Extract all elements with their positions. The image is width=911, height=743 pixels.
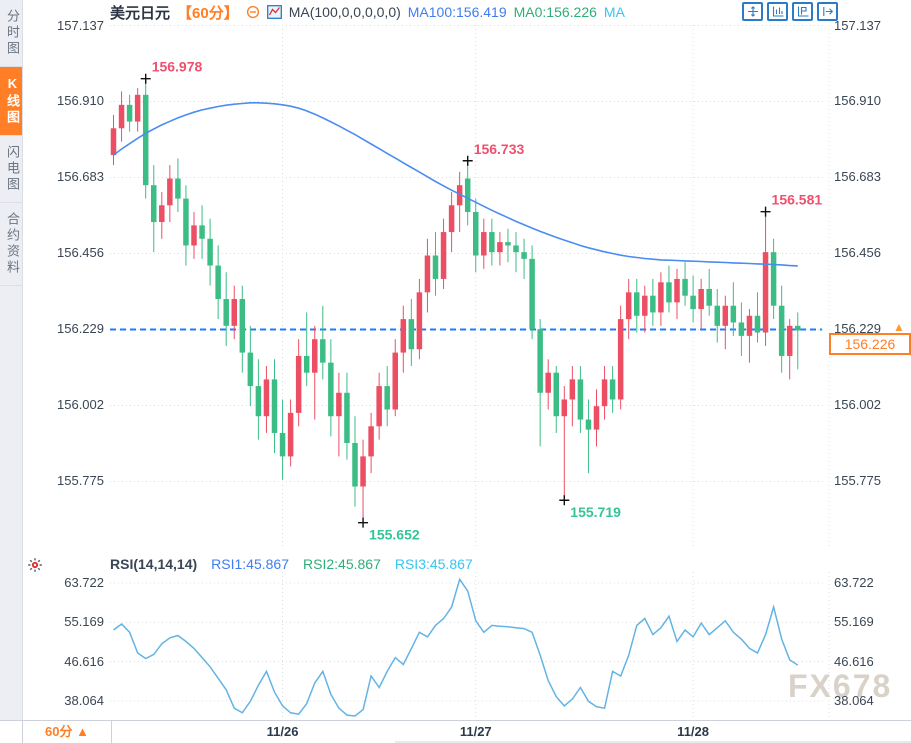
main-y-axis-label: 156.456 — [834, 245, 881, 261]
main-y-axis-label: 156.229 — [834, 321, 881, 337]
rsi-formula-label: RSI(14,14,14) — [110, 556, 198, 572]
sidebar-tab-flash-chart[interactable]: 闪电图 — [0, 136, 22, 203]
chart-header: 美元日元 【60分】 MA(100,0,0,0,0,0) MA100:156.4… — [110, 1, 625, 23]
rsi-y-axis-label: 38.064 — [834, 693, 874, 708]
chart-toolbar — [742, 2, 838, 21]
main-y-axis-label: 155.775 — [834, 473, 881, 489]
x-axis-date-label: 11/27 — [459, 724, 492, 739]
rsi3-value-label: RSI3:45.867 — [394, 556, 473, 572]
move-crosshair-button[interactable] — [742, 2, 763, 21]
ma-formula-label: MA(100,0,0,0,0,0) — [288, 4, 401, 20]
axis-flag-button[interactable] — [792, 2, 813, 21]
fx678-watermark: FX678 — [788, 668, 893, 704]
left-tab-sidebar: 分时图 K线图 闪电图 合约资料 — [0, 0, 23, 720]
collapse-circle-minus-icon[interactable] — [246, 5, 260, 19]
indicator-chart-icon — [266, 5, 282, 19]
svg-text:155.652: 155.652 — [369, 527, 420, 543]
rsi-y-axis-label: 55.169 — [834, 614, 874, 630]
ma-suffix-label: MA — [603, 4, 625, 20]
horizontal-scrollbar[interactable] — [395, 741, 911, 743]
candlestick-chart[interactable]: 156.978 155.652 156.733 155.719 156.581 — [110, 25, 830, 548]
svg-text:156.581: 156.581 — [772, 192, 823, 208]
price-alert-arrow-icon: ▲ — [893, 320, 905, 334]
sidebar-tab-time-chart[interactable]: 分时图 — [0, 0, 22, 67]
main-y-axis-label: 156.910 — [57, 93, 104, 109]
svg-text:155.719: 155.719 — [570, 504, 621, 520]
rsi-indicator-header: RSI(14,14,14) RSI1:45.867 RSI2:45.867 RS… — [110, 556, 473, 572]
axis-scale-button[interactable] — [767, 2, 788, 21]
ma0-value-label: MA0:156.226 — [513, 4, 597, 20]
rsi-y-axis-label: 63.722 — [834, 575, 874, 590]
main-y-axis-label: 156.683 — [57, 169, 104, 185]
main-y-axis-label: 156.229 — [57, 321, 104, 337]
indicator-settings-gear-icon[interactable] — [27, 557, 43, 578]
ma100-value-label: MA100:156.419 — [407, 4, 507, 20]
main-y-axis-label: 157.137 — [834, 17, 881, 33]
interval-label: 【60分】 — [177, 4, 239, 22]
rsi-y-axis-label: 63.722 — [64, 575, 104, 590]
main-y-axis-label: 156.683 — [834, 169, 881, 185]
pan-right-button[interactable] — [817, 2, 838, 21]
main-y-axis-label: 156.910 — [834, 93, 881, 109]
rsi-y-axis-label: 55.169 — [64, 614, 104, 630]
rsi1-value-label: RSI1:45.867 — [211, 556, 290, 572]
rsi-y-axis-label: 46.616 — [64, 653, 104, 669]
sidebar-tab-candlestick-chart[interactable]: K线图 — [0, 67, 22, 136]
svg-text:156.978: 156.978 — [152, 59, 203, 75]
rsi-y-axis-label: 38.064 — [64, 693, 104, 708]
main-y-axis-label: 157.137 — [57, 17, 104, 33]
svg-text:156.733: 156.733 — [474, 141, 525, 157]
x-axis-date-label: 11/28 — [677, 724, 710, 739]
symbol-title: 美元日元 — [110, 4, 171, 22]
last-price-tag: 156.226 — [829, 333, 911, 355]
rsi-y-axis-label: 46.616 — [834, 653, 874, 669]
main-y-axis-label: 156.456 — [57, 245, 104, 261]
main-y-axis-label: 156.002 — [834, 397, 881, 413]
bottom-axis-bar: 60分 ▲ — [0, 720, 911, 743]
main-y-axis-label: 155.775 — [57, 473, 104, 489]
rsi-chart[interactable] — [110, 572, 830, 718]
timeframe-selector[interactable]: 60分 ▲ — [22, 721, 112, 743]
sidebar-tab-contract-info[interactable]: 合约资料 — [0, 203, 22, 286]
x-axis-date-label: 11/26 — [266, 724, 299, 739]
main-y-axis-label: 156.002 — [57, 397, 104, 413]
rsi2-value-label: RSI2:45.867 — [303, 556, 381, 572]
